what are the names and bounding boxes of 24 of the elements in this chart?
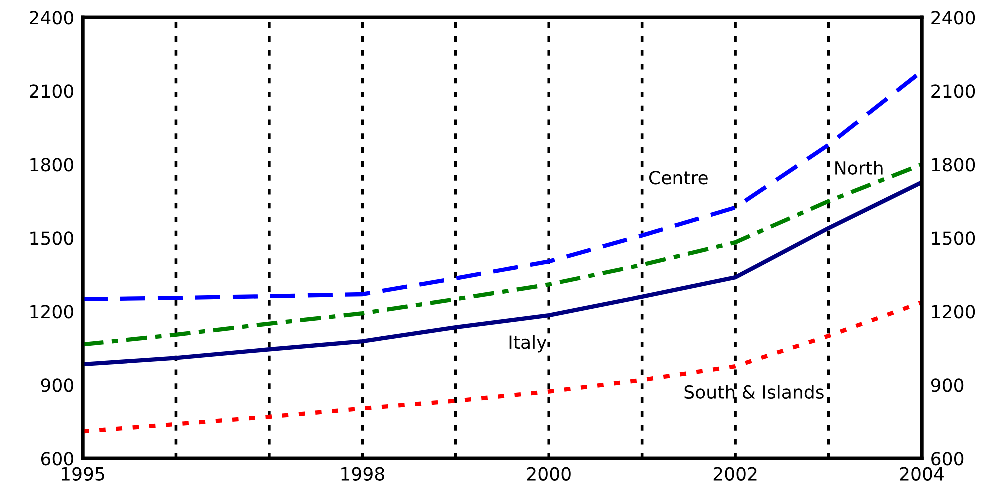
y2-tick-label: 1200 (932, 305, 976, 319)
x-tick-label: 1998 (342, 467, 384, 481)
series-label: Italy (510, 335, 547, 353)
y-tick-label: 600 (41, 452, 74, 466)
y2-tick-label: 600 (932, 452, 964, 466)
line-series (83, 300, 922, 434)
y-tick-label: 2400 (30, 11, 74, 25)
y-tick-label: 1200 (30, 305, 74, 319)
y-tick-label: 900 (41, 378, 74, 392)
series-label: North (836, 161, 883, 176)
y-tick-label: 1800 (30, 158, 74, 172)
x-tick-label: 1995 (62, 467, 104, 481)
series-label: Centre (650, 171, 708, 185)
y-tick-label: 1500 (30, 232, 74, 246)
y2-tick-label: 1800 (932, 158, 976, 172)
y2-tick-label: 2100 (932, 84, 976, 98)
x-tick-label: 2000 (527, 467, 571, 481)
y2-tick-label: 2400 (932, 11, 976, 25)
x-tick-label: 2002 (714, 467, 757, 481)
x-tick-label: 2004 (900, 467, 944, 481)
series-label: South & Islands (684, 385, 824, 400)
y2-tick-label: 900 (931, 378, 964, 392)
y-tick-label: 2100 (30, 84, 74, 98)
y2-tick-label: 1500 (932, 232, 976, 246)
